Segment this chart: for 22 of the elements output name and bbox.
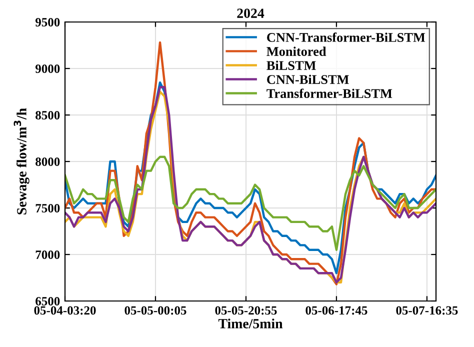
line-series	[65, 41, 436, 286]
legend-label: Transformer-BiLSTM	[266, 88, 392, 98]
legend-label: Monitored	[266, 46, 326, 56]
y-tick-label: 7000	[36, 250, 60, 259]
y-tick-label: 7500	[36, 204, 60, 212]
y-tick-label: 9500	[35, 18, 60, 26]
y-tick-label: 9000	[35, 64, 60, 73]
y-axis-title: Sewage flow/m$^{3}$/h	[14, 108, 30, 214]
line-series	[65, 156, 436, 251]
y-tick-label: 8000	[36, 158, 60, 166]
legend-label: CNN-BiLSTM	[267, 74, 349, 84]
y-tick-label: 8500	[36, 111, 60, 120]
x-axis-title: Time/5min	[218, 318, 283, 328]
x-tick-label: 05-05-20:55	[215, 306, 277, 315]
x-tick-label: 05-07-16:35	[396, 306, 458, 315]
chart-title: 2024	[237, 8, 264, 18]
y-tick-label: 6500	[36, 297, 60, 306]
legend-label: BiLSTM	[266, 60, 316, 70]
legend-label: CNN-Transformer-BiLSTM	[267, 32, 426, 42]
x-tick-label: 05-04-03:20	[34, 306, 96, 315]
x-tick-label: 05-05-00:05	[124, 306, 186, 315]
x-tick-label: 05-06-17:45	[306, 306, 368, 315]
